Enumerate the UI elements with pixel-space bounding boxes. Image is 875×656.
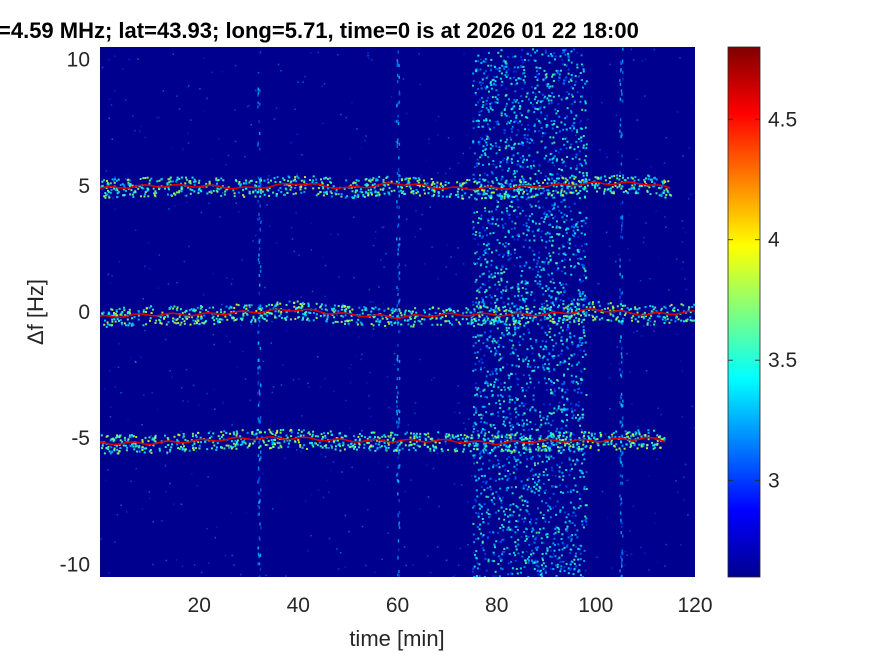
trace-1 [100, 181, 671, 191]
noise-layer [100, 47, 695, 577]
y-axis-label: Δf [Hz] [23, 279, 48, 345]
colorbar-tick-label: 4.5 [768, 108, 797, 131]
trace-2 [100, 308, 695, 320]
y-tick-label: 0 [78, 301, 90, 324]
y-tick-label: 5 [78, 175, 90, 198]
x-axis: 20 40 60 80 100 120 [188, 594, 713, 617]
colorbar: 3 3.5 4 4.5 [727, 46, 797, 578]
x-tick-label: 40 [287, 594, 310, 617]
trace-layer [100, 174, 695, 455]
y-tick-label: 10 [67, 49, 90, 72]
x-axis-label: time [min] [349, 626, 444, 651]
colorbar-tick-label: 4 [768, 229, 780, 252]
colorbar-tick-label: 3 [768, 470, 780, 493]
y-tick-label: -5 [71, 427, 90, 450]
x-tick-label: 80 [485, 594, 508, 617]
y-axis: -10 -5 0 5 10 [60, 49, 90, 577]
x-tick-label: 100 [578, 594, 613, 617]
colorbar-tick-label: 3.5 [768, 349, 797, 372]
x-tick-label: 120 [677, 594, 712, 617]
plot-area [100, 47, 695, 577]
y-tick-label: -10 [60, 553, 90, 576]
colorbar-gradient [727, 46, 761, 578]
x-tick-label: 60 [386, 594, 409, 617]
trace-3 [100, 436, 666, 446]
x-tick-label: 20 [188, 594, 211, 617]
chart-title: =4.59 MHz; lat=43.93; long=5.71, time=0 … [0, 18, 639, 43]
